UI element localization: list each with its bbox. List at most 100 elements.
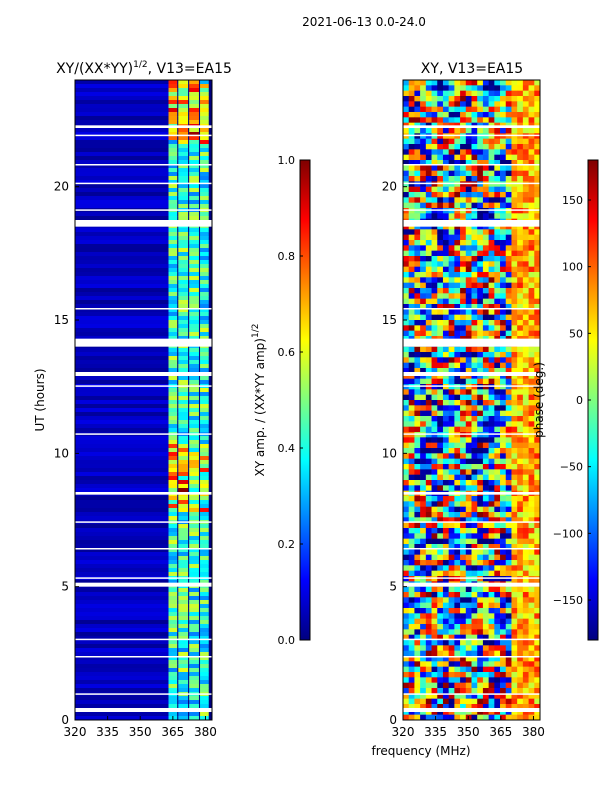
phase-cell	[448, 165, 455, 171]
phase-cell	[420, 410, 427, 417]
phase-cell	[448, 448, 455, 454]
phase-cell	[534, 618, 540, 625]
phase-cell	[448, 624, 455, 630]
phase-cell	[500, 314, 507, 321]
phase-cell	[471, 709, 478, 715]
phase-cell	[425, 512, 432, 518]
phase-cell	[442, 661, 449, 667]
phase-cell	[437, 682, 444, 689]
phase-cell	[494, 197, 501, 203]
amplitude-cell	[178, 140, 189, 145]
phase-cell	[460, 512, 467, 518]
phase-cell	[454, 128, 461, 134]
amplitude-cell	[75, 376, 169, 381]
phase-cell	[528, 608, 535, 614]
amplitude-cell	[168, 364, 178, 369]
phase-cell	[448, 464, 455, 470]
phase-cell	[431, 538, 438, 545]
phase-cell	[494, 453, 501, 459]
phase-cell	[500, 698, 507, 705]
phase-cell	[420, 709, 427, 715]
phase-cell	[454, 672, 461, 678]
phase-cell	[511, 224, 518, 230]
phase-cell	[420, 480, 427, 486]
phase-cell	[482, 186, 489, 193]
phase-cell	[500, 256, 507, 262]
phase-cell	[517, 714, 524, 720]
phase-cell	[414, 400, 421, 406]
phase-cell	[471, 453, 478, 459]
phase-cell	[534, 698, 540, 705]
phase-cell	[488, 554, 495, 561]
phase-cell	[534, 330, 540, 337]
phase-cell	[460, 314, 467, 321]
amplitude-cell	[178, 716, 189, 720]
amplitude-cell	[168, 644, 178, 649]
phase-cell	[465, 672, 472, 678]
phase-cell	[522, 160, 529, 166]
phase-cell	[460, 464, 467, 470]
phase-cell	[522, 565, 529, 571]
phase-cell	[494, 410, 501, 417]
amplitude-cell	[189, 88, 199, 93]
phase-cell	[460, 234, 467, 241]
phase-cell	[528, 224, 535, 230]
phase-cell	[425, 464, 432, 470]
phase-cell	[522, 80, 529, 86]
amplitude-cell	[200, 444, 209, 449]
phase-cell	[482, 704, 489, 710]
phase-cell	[425, 80, 432, 86]
phase-cell	[465, 357, 472, 363]
phase-cell	[482, 117, 489, 123]
phase-cell	[477, 277, 484, 283]
phase-cell	[505, 192, 512, 198]
phase-cell	[517, 261, 524, 267]
amplitude-cell	[189, 240, 199, 245]
amplitude-cell	[200, 712, 209, 717]
phase-cell	[442, 112, 449, 118]
phase-cell	[408, 453, 415, 459]
phase-cell	[454, 448, 461, 454]
flagged-time-band	[403, 308, 540, 310]
phase-cell	[511, 90, 518, 97]
phase-cell	[403, 357, 410, 363]
phase-cell	[408, 469, 415, 475]
phase-cell	[454, 704, 461, 710]
phase-cell	[477, 346, 484, 353]
phase-cell	[425, 138, 432, 145]
amplitude-cell	[200, 284, 209, 289]
phase-cell	[425, 224, 432, 230]
amplitude-cell	[178, 680, 189, 685]
phase-cell	[522, 389, 529, 395]
amplitude-cell	[189, 300, 199, 305]
phase-cell	[465, 389, 472, 395]
phase-cell	[442, 229, 449, 235]
phase-cell	[448, 469, 455, 475]
phase-cell	[528, 645, 535, 651]
phase-cell	[431, 698, 438, 705]
amplitude-cell	[168, 552, 178, 557]
phase-cell	[414, 410, 421, 417]
phase-cell	[482, 330, 489, 337]
phase-cell	[403, 197, 410, 203]
phase-cell	[482, 602, 489, 609]
phase-cell	[420, 693, 427, 699]
phase-cell	[500, 277, 507, 283]
phase-cell	[431, 90, 438, 97]
phase-cell	[505, 453, 512, 459]
phase-cell	[420, 149, 427, 155]
phase-cell	[471, 645, 478, 651]
amplitude-cell	[200, 544, 209, 549]
y-tick-label: 10	[382, 446, 397, 460]
amplitude-cell	[178, 420, 189, 425]
phase-cell	[431, 597, 438, 603]
phase-cell	[471, 170, 478, 177]
phase-cell	[408, 602, 415, 609]
amplitude-cell	[168, 436, 178, 441]
phase-cell	[505, 416, 512, 422]
amplitude-cell	[178, 632, 189, 637]
phase-cell	[534, 234, 540, 241]
phase-cell	[517, 186, 524, 193]
amplitude-cell	[75, 628, 169, 633]
phase-cell	[471, 256, 478, 262]
